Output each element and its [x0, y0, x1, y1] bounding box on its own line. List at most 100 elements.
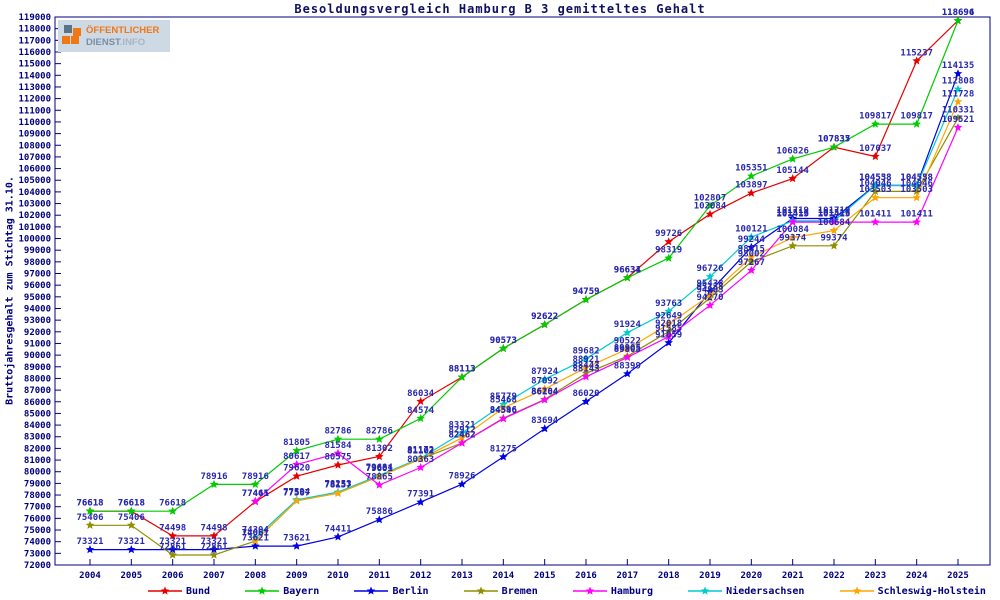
svg-text:96000: 96000: [24, 281, 51, 291]
svg-text:100684: 100684: [818, 218, 851, 228]
svg-text:101719: 101719: [818, 206, 851, 216]
svg-text:82462: 82462: [448, 431, 475, 441]
svg-text:2013: 2013: [451, 571, 473, 581]
data-point-hamburg-2022: [829, 217, 839, 226]
data-point-hamburg-2012: [416, 463, 425, 472]
svg-text:108000: 108000: [18, 141, 51, 151]
svg-text:80000: 80000: [24, 468, 51, 478]
svg-text:109521: 109521: [942, 115, 975, 125]
data-point-bayern-2023: [871, 119, 880, 128]
svg-text:101000: 101000: [18, 223, 51, 233]
svg-text:79601: 79601: [366, 464, 393, 474]
svg-text:76618: 76618: [118, 499, 145, 509]
data-point-berlin-2012: [416, 497, 425, 506]
svg-text:107000: 107000: [18, 153, 51, 163]
svg-text:91000: 91000: [24, 339, 51, 349]
svg-text:2021: 2021: [782, 571, 804, 581]
svg-text:74498: 74498: [200, 523, 227, 533]
svg-text:99726: 99726: [655, 229, 682, 239]
data-point-berlin-2014: [499, 452, 508, 461]
svg-text:115000: 115000: [18, 60, 51, 70]
data-point-schleswig-holstein-2014: [499, 403, 508, 412]
svg-text:73000: 73000: [24, 549, 51, 559]
svg-text:113000: 113000: [18, 83, 51, 93]
labels-berlin: 73321 73321 73321 73321 73621 73621 74411 75886…: [76, 61, 974, 547]
data-point-schleswig-holstein-2013: [457, 433, 467, 442]
svg-text:2025: 2025: [947, 571, 969, 581]
data-point-niedersachsen-2013: [457, 428, 467, 437]
svg-text:2011: 2011: [368, 571, 390, 581]
svg-text:2010: 2010: [327, 571, 349, 581]
data-point-bund-2021: [788, 174, 797, 183]
svg-text:77594: 77594: [283, 487, 311, 497]
svg-text:101413: 101413: [776, 210, 809, 220]
svg-text:86204: 86204: [531, 387, 559, 397]
svg-text:89805: 89805: [614, 345, 641, 355]
data-point-bremen-2021: [788, 241, 797, 250]
svg-text:2015: 2015: [534, 571, 556, 581]
data-point-bayern-2006: [168, 506, 177, 515]
legend-item-berlin: Berlin: [354, 585, 429, 597]
legend-item-bayern: Bayern: [245, 585, 319, 597]
svg-text:2018: 2018: [658, 571, 680, 581]
svg-text:77000: 77000: [24, 503, 51, 513]
svg-text:107037: 107037: [859, 144, 892, 154]
data-point-bayern-2010: [333, 434, 343, 443]
svg-text:110000: 110000: [18, 118, 51, 128]
svg-text:101516: 101516: [818, 208, 851, 218]
data-point-berlin-2011: [375, 515, 384, 524]
svg-text:95000: 95000: [24, 293, 51, 303]
svg-text:99374: 99374: [779, 233, 807, 243]
svg-text:95438: 95438: [696, 279, 723, 289]
svg-text:78916: 78916: [200, 472, 227, 482]
svg-text:92649: 92649: [655, 312, 682, 322]
svg-text:88000: 88000: [24, 374, 51, 384]
svg-text:75406: 75406: [118, 513, 145, 523]
svg-text:72861: 72861: [159, 542, 186, 552]
data-point-bayern-2024: [912, 119, 921, 128]
data-point-hamburg-2018: [664, 332, 673, 341]
data-point-bayern-2019: [705, 201, 715, 210]
svg-text:79601: 79601: [366, 464, 393, 474]
svg-text:104558: 104558: [859, 173, 892, 183]
legend-marker-bund: [148, 586, 182, 595]
svg-text:99374: 99374: [820, 233, 848, 243]
labels-bund: 76618 76618 74498 74498 77441 79620 80575 81302…: [76, 8, 974, 533]
data-point-bayern-2004: [85, 506, 95, 515]
data-point-hamburg-2015: [540, 395, 549, 404]
svg-text:81805: 81805: [283, 438, 310, 448]
svg-text:82912: 82912: [448, 425, 475, 435]
svg-text:73321: 73321: [159, 537, 186, 547]
svg-text:2004: 2004: [79, 571, 101, 581]
svg-text:118696: 118696: [942, 8, 975, 18]
legend-label-bund: Bund: [186, 585, 211, 597]
data-point-bayern-2021: [788, 154, 797, 163]
svg-text:72861: 72861: [200, 542, 227, 552]
svg-text:84574: 84574: [407, 406, 435, 416]
svg-text:74411: 74411: [324, 524, 351, 534]
legend-marker-schleswig-holstein: [839, 586, 874, 595]
svg-text:107835: 107835: [818, 135, 851, 145]
svg-text:104538: 104538: [859, 173, 892, 183]
svg-text:94000: 94000: [24, 304, 51, 314]
svg-text:116000: 116000: [18, 48, 51, 58]
svg-text:76618: 76618: [76, 499, 103, 509]
legend-marker-bayern: [245, 586, 280, 595]
svg-text:75886: 75886: [366, 507, 393, 517]
svg-text:98000: 98000: [24, 258, 51, 268]
series-bund: [85, 16, 963, 540]
data-point-berlin-2004: [85, 545, 95, 554]
svg-text:92622: 92622: [531, 312, 558, 322]
svg-text:86164: 86164: [531, 387, 559, 397]
data-point-hamburg-2008: [251, 496, 260, 505]
svg-text:94759: 94759: [572, 287, 599, 297]
svg-text:107837: 107837: [818, 135, 851, 145]
svg-text:2024: 2024: [906, 571, 928, 581]
data-point-niedersachsen-2023: [871, 181, 880, 190]
svg-text:96726: 96726: [696, 264, 723, 274]
data-point-schleswig-holstein-2011: [375, 471, 384, 480]
svg-text:105000: 105000: [18, 176, 51, 186]
data-point-bayern-2013: [457, 372, 467, 381]
svg-text:92000: 92000: [24, 328, 51, 338]
